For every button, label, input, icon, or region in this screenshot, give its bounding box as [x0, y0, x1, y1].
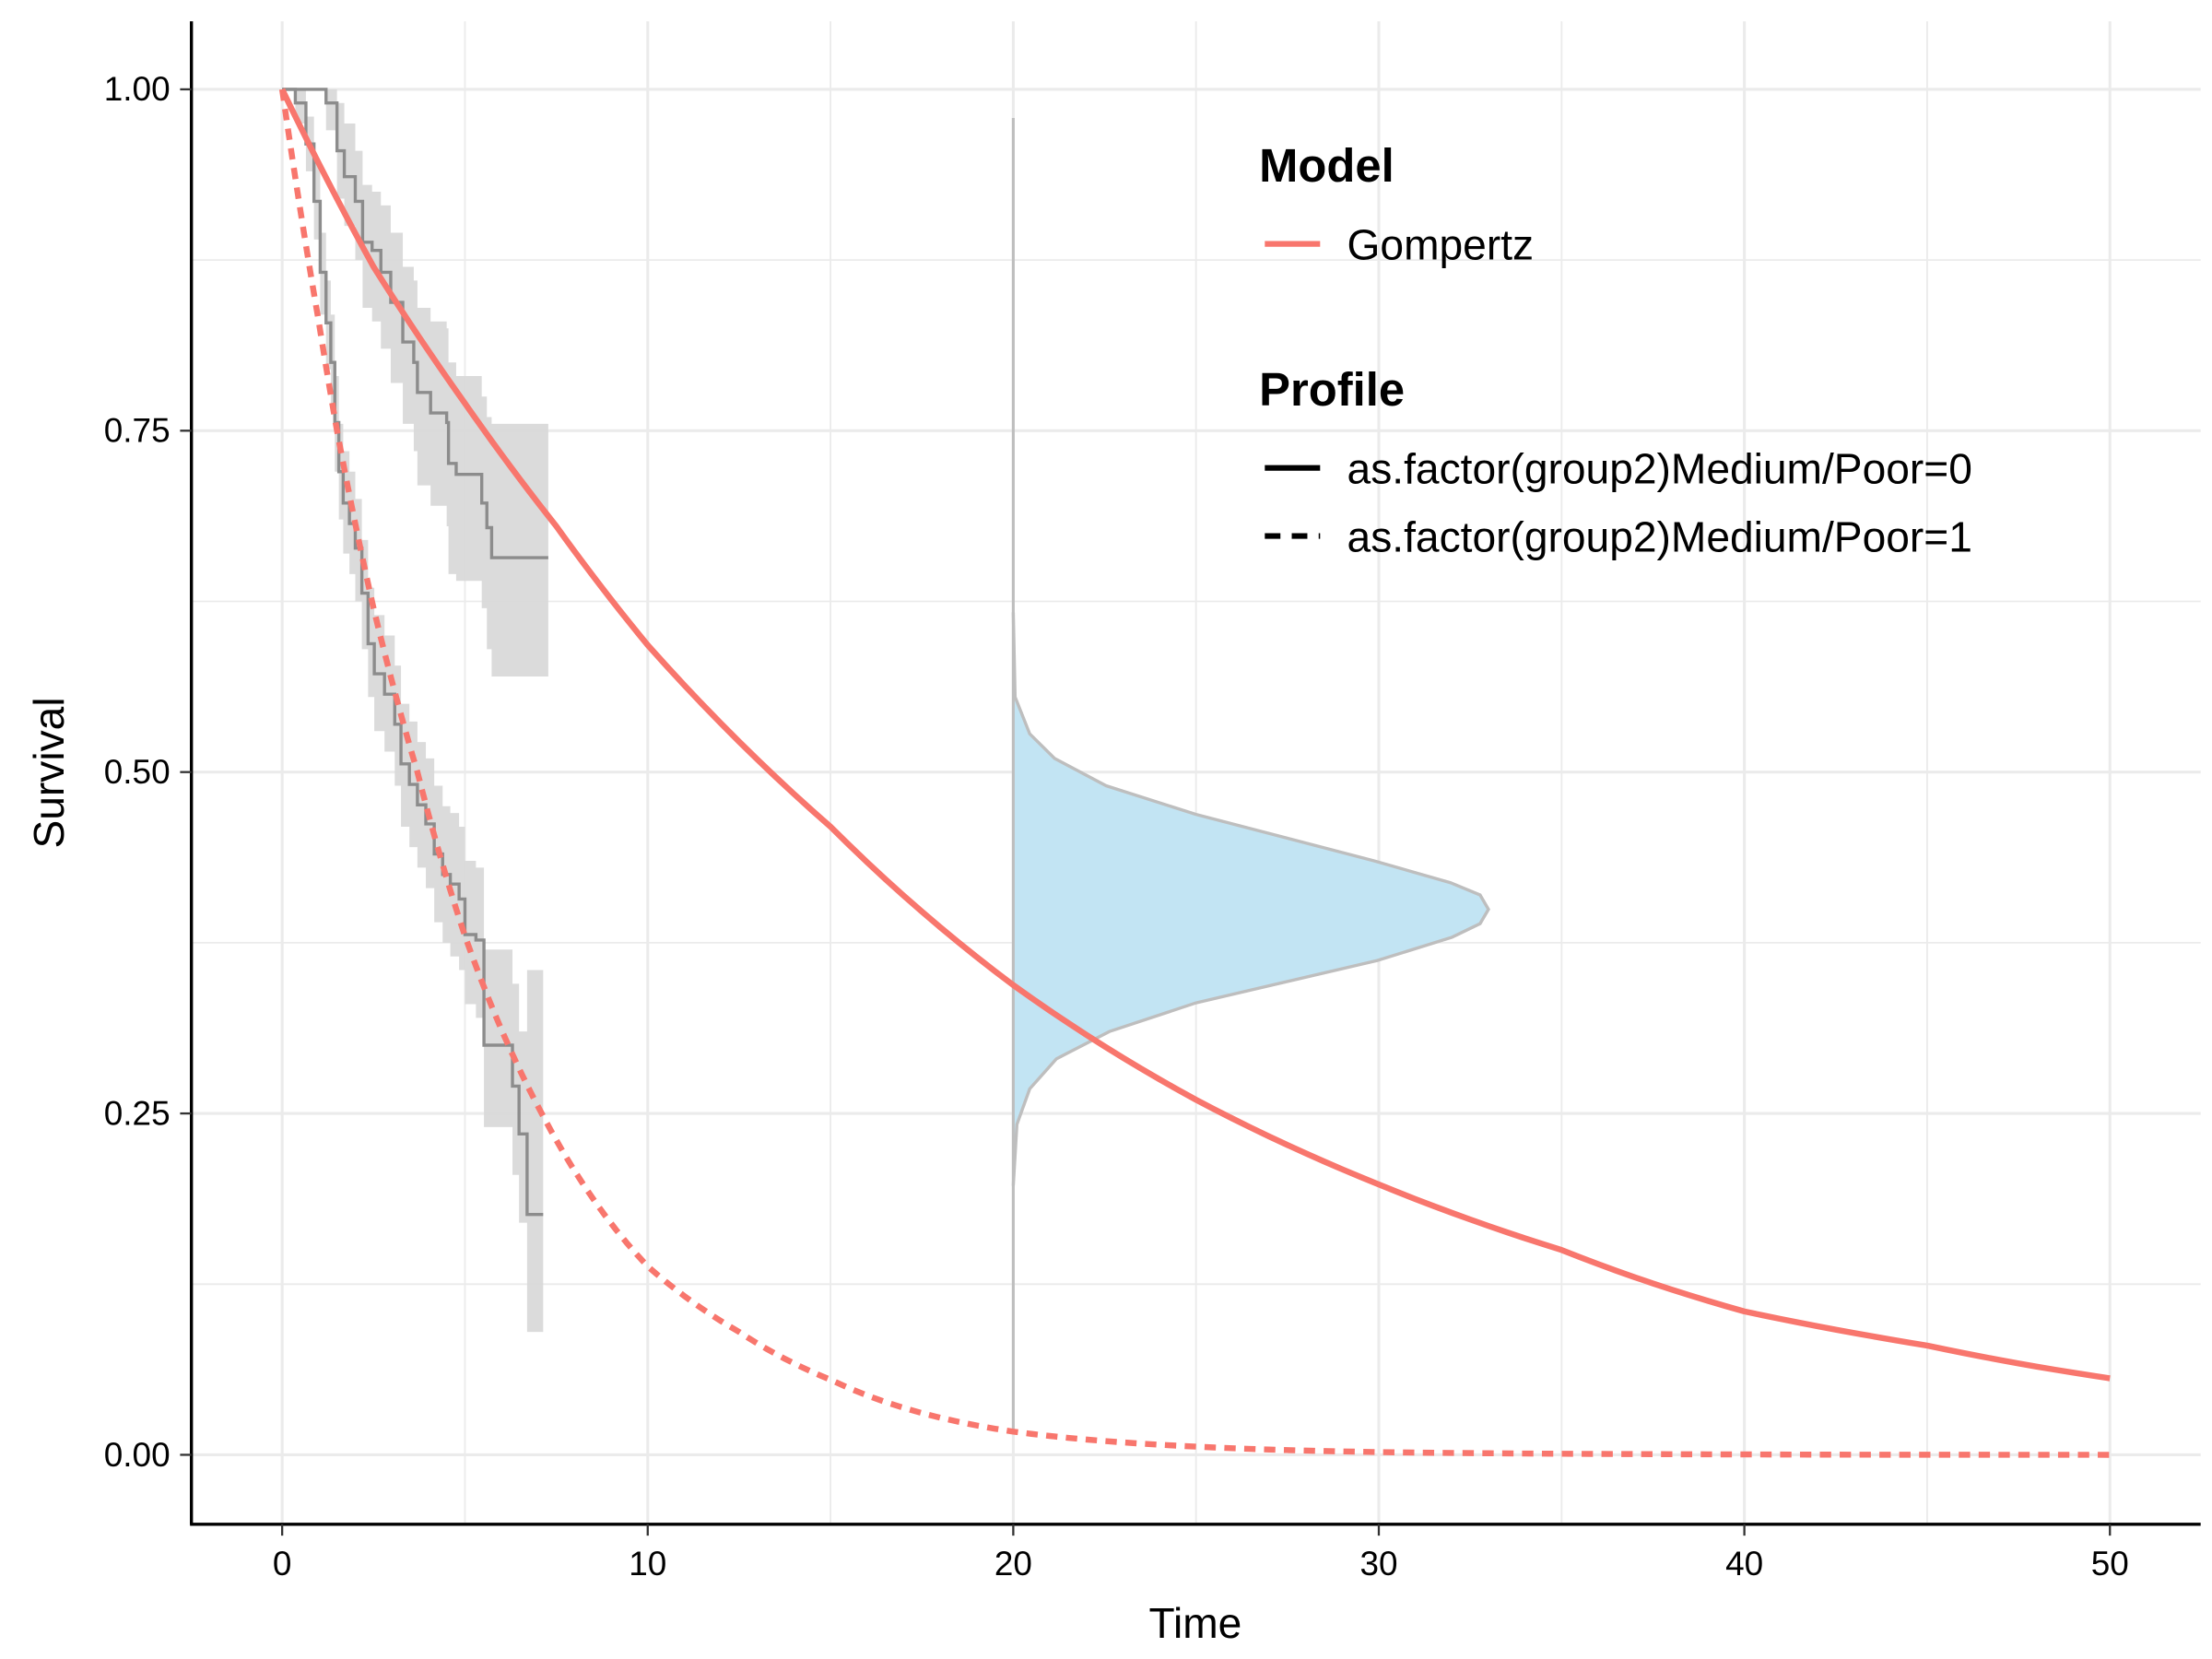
ticks: 0 10 20 30 40 50 0.00 0.25 0.50 0.75 1.00	[104, 70, 2129, 1583]
legend: Model Gompertz Profile as.factor(group2)…	[1259, 139, 1972, 561]
density-outline	[1011, 612, 1490, 1186]
km-curve-1	[282, 88, 544, 1217]
y-tick-label: 0.25	[104, 1094, 171, 1132]
km-curves	[282, 88, 548, 1217]
density-fill	[1013, 612, 1488, 1186]
y-tick-label: 0.50	[104, 753, 171, 791]
legend-title-profile: Profile	[1259, 363, 1405, 416]
model-curves	[278, 88, 2111, 1458]
y-tick-label: 1.00	[104, 70, 171, 108]
y-tick-label: 0.00	[104, 1436, 171, 1474]
legend-label-profile-0: as.factor(group2)Medium/Poor=0	[1347, 445, 1972, 493]
x-tick-label: 30	[1359, 1545, 1397, 1583]
km-ci-band-0	[282, 88, 548, 677]
x-tick-label: 40	[1725, 1545, 1763, 1583]
x-axis-title: Time	[1149, 1599, 1242, 1647]
y-tick-label: 0.75	[104, 412, 171, 450]
x-tick-label: 50	[2091, 1545, 2129, 1583]
km-curve-0	[282, 88, 548, 559]
model-curve-solid	[279, 88, 2111, 1382]
y-axis-title: Survival	[25, 697, 73, 848]
legend-label-profile-1: as.factor(group2)Medium/Poor=1	[1347, 512, 1972, 560]
grid	[193, 21, 2201, 1524]
x-tick-label: 20	[994, 1545, 1032, 1583]
km-confidence-bands	[282, 88, 548, 1333]
legend-label-gompertz: Gompertz	[1347, 221, 1535, 269]
x-tick-label: 10	[629, 1545, 666, 1583]
x-tick-label: 0	[273, 1545, 292, 1583]
legend-title-model: Model	[1259, 139, 1394, 192]
density-at-time	[1011, 118, 1490, 1432]
